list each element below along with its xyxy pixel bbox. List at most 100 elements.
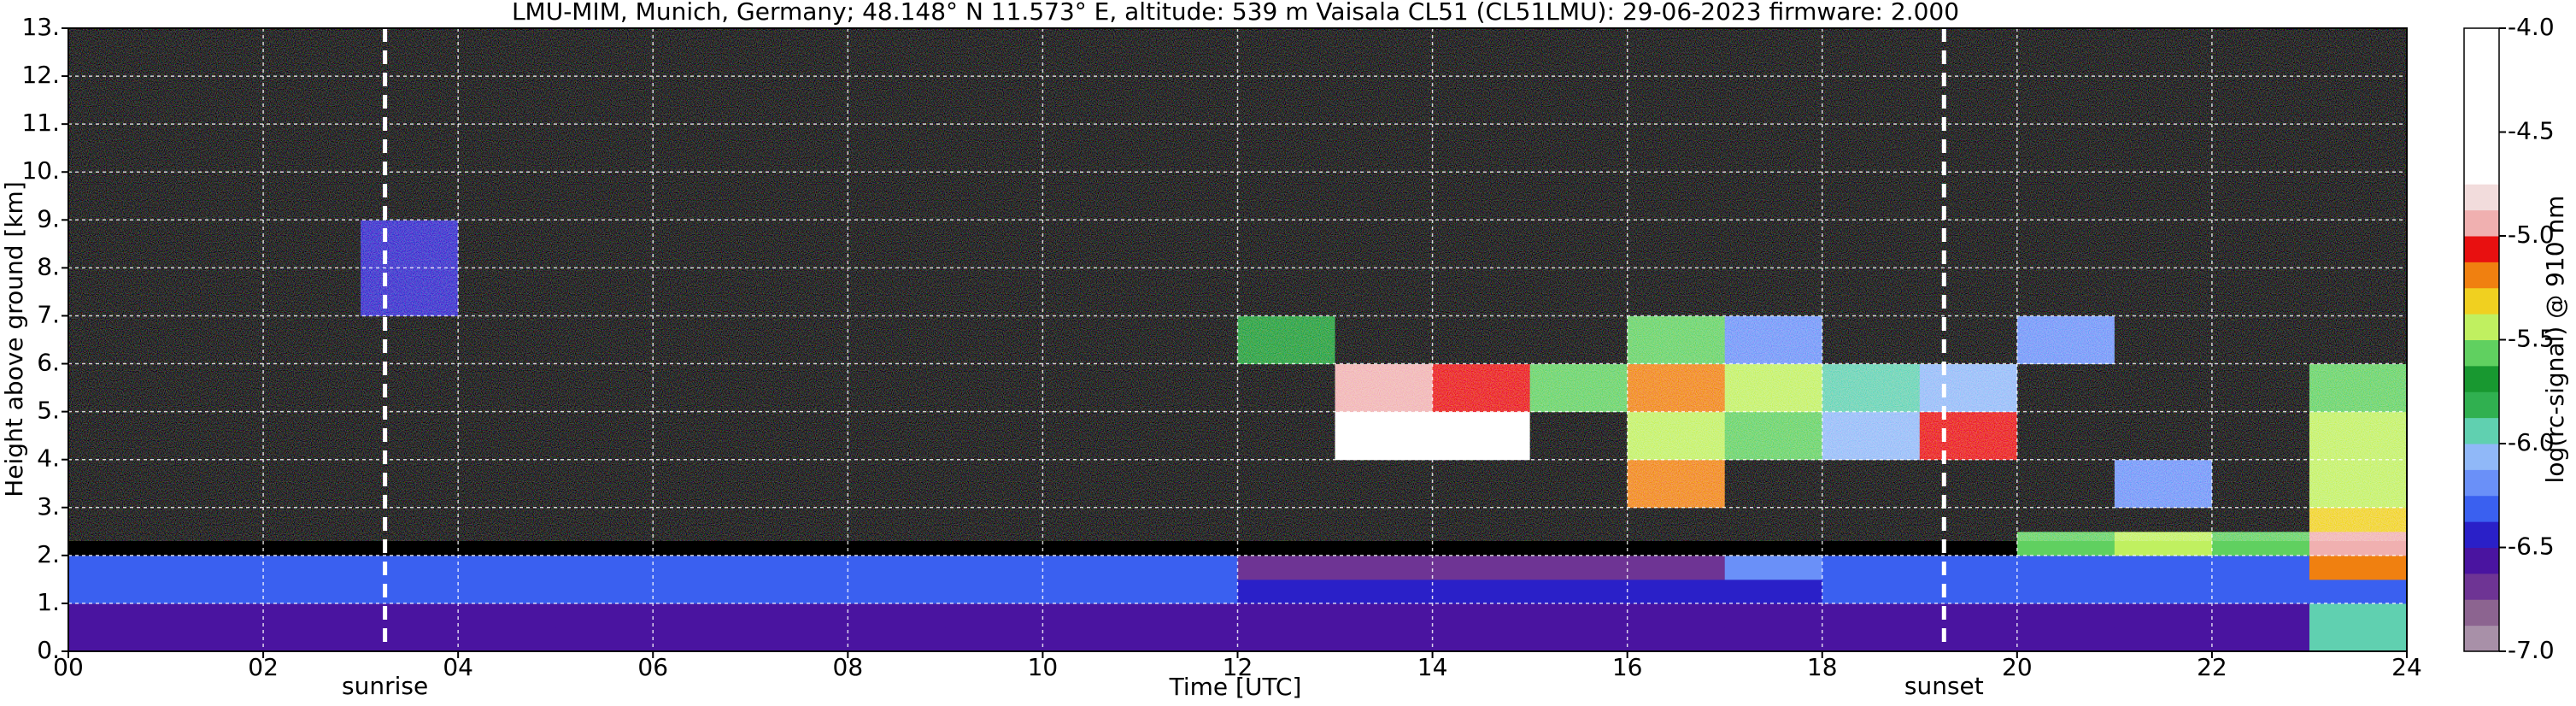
heatmap-cell: [1822, 627, 1921, 651]
heatmap-cell: [1627, 627, 1726, 651]
heatmap-cell: [1529, 603, 1628, 628]
colorbar-segment: [2464, 339, 2499, 367]
heatmap-cell: [458, 627, 556, 651]
colorbar-tick-label: -7.0: [2508, 636, 2555, 664]
colorbar-segment: [2464, 314, 2499, 340]
heatmap-cell: [1627, 603, 1726, 628]
heatmap-cell: [750, 579, 848, 604]
colorbar-segment: [2464, 209, 2499, 237]
heatmap-cell: [68, 555, 167, 580]
heatmap-cell: [1432, 627, 1531, 651]
colorbar-segment: [2464, 599, 2499, 627]
colorbar-tick-label: -5.5: [2508, 325, 2555, 353]
heatmap-cell: [2211, 603, 2310, 628]
heatmap-cell: [1237, 627, 1336, 651]
colorbar-tick-label: -4.5: [2508, 117, 2555, 145]
heatmap-cell: [1042, 603, 1141, 628]
heatmap-cell: [2309, 555, 2407, 580]
chart-title: LMU-MIM, Munich, Germany; 48.148° N 11.5…: [512, 0, 1959, 26]
colorbar-segment: [2464, 521, 2499, 548]
heatmap-cell: [2211, 555, 2310, 580]
heatmap-cell: [1042, 579, 1141, 604]
colorbar-tick-label: -4.0: [2508, 13, 2555, 41]
y-tick-label: 3.: [37, 492, 60, 521]
heatmap-cell: [2211, 627, 2310, 651]
colorbar-label: log(rc-signal) @ 910 nm: [2541, 196, 2569, 484]
heatmap-cell: [166, 555, 264, 580]
heatmap-cell: [1627, 579, 1726, 604]
y-tick-label: 9.: [37, 204, 60, 232]
heatmap-cell: [2114, 579, 2213, 604]
x-tick-label: 18: [1807, 653, 1838, 681]
y-tick-label: 13.: [21, 13, 60, 41]
y-tick-label: 10.: [21, 156, 60, 185]
heatmap-cell: [750, 603, 848, 628]
heatmap-cell: [2309, 579, 2407, 604]
heatmap-cell: [1724, 579, 1823, 604]
y-tick-label: 0.: [37, 636, 60, 664]
colorbar-segment: [2464, 625, 2499, 652]
annotation-label: sunset: [1904, 672, 1984, 700]
x-tick-label: 10: [1028, 653, 1059, 681]
heatmap-cell: [2016, 603, 2115, 628]
colorbar-segment: [2464, 132, 2499, 159]
heatmap-cell: [653, 555, 751, 580]
colorbar-segment: [2464, 28, 2499, 55]
heatmap-cell: [848, 627, 946, 651]
heatmap-cell: [1919, 603, 2018, 628]
x-tick-label: 00: [53, 653, 84, 681]
heatmap-cell: [1237, 555, 1336, 580]
heatmap-cell: [1140, 579, 1238, 604]
y-tick-label: 1.: [37, 588, 60, 616]
heatmap-cell: [68, 579, 167, 604]
x-tick-label: 14: [1417, 653, 1448, 681]
heatmap-cell: [2309, 603, 2407, 628]
x-axis-label: Time [UTC]: [1169, 673, 1302, 701]
heatmap-cell: [2016, 579, 2115, 604]
colorbar-segment: [2464, 54, 2499, 81]
heatmap-cell: [458, 555, 556, 580]
heatmap-cell: [2211, 579, 2310, 604]
heatmap-cell: [750, 555, 848, 580]
colorbar-segment: [2464, 157, 2499, 185]
y-tick-label: 5.: [37, 397, 60, 425]
heatmap-cell: [361, 603, 459, 628]
heatmap-cell: [1140, 555, 1238, 580]
heatmap-cell: [1335, 579, 1434, 604]
colorbar-segment: [2464, 184, 2499, 211]
heatmap-cell: [1724, 627, 1823, 651]
heatmap-cell: [1919, 555, 2018, 580]
y-tick-label: 6.: [37, 349, 60, 377]
heatmap-cell: [750, 627, 848, 651]
heatmap-cell: [555, 555, 654, 580]
heatmap-cell: [1822, 603, 1921, 628]
heatmap-cell: [263, 603, 361, 628]
colorbar-segment: [2464, 365, 2499, 392]
heatmap-cell: [945, 579, 1043, 604]
heatmap-cell: [263, 579, 361, 604]
x-tick-label: 20: [2002, 653, 2033, 681]
y-axis-label: Height above ground [km]: [0, 181, 28, 497]
heatmap-cell: [1042, 555, 1141, 580]
heatmap-cell: [1822, 579, 1921, 604]
heatmap-cell: [1432, 555, 1531, 580]
heatmap-cell: [166, 627, 264, 651]
colorbar-segment: [2464, 547, 2499, 574]
x-tick-label: 22: [2197, 653, 2227, 681]
y-tick-label: 2.: [37, 540, 60, 568]
heatmap-cell: [1724, 603, 1823, 628]
heatmap-cell: [361, 555, 459, 580]
heatmap-cell: [361, 579, 459, 604]
colorbar-segment: [2464, 106, 2499, 132]
heatmap-cell: [1529, 555, 1628, 580]
heatmap-cell: [1919, 627, 2018, 651]
heatmap-cell: [1529, 627, 1628, 651]
heatmap-cell: [263, 555, 361, 580]
heatmap-cell: [458, 579, 556, 604]
colorbar-segment: [2464, 469, 2499, 497]
heatmap-cell: [2016, 555, 2115, 580]
heatmap-cell: [1627, 555, 1726, 580]
colorbar-tick-label: -6.5: [2508, 532, 2555, 561]
heatmap-cell: [848, 555, 946, 580]
